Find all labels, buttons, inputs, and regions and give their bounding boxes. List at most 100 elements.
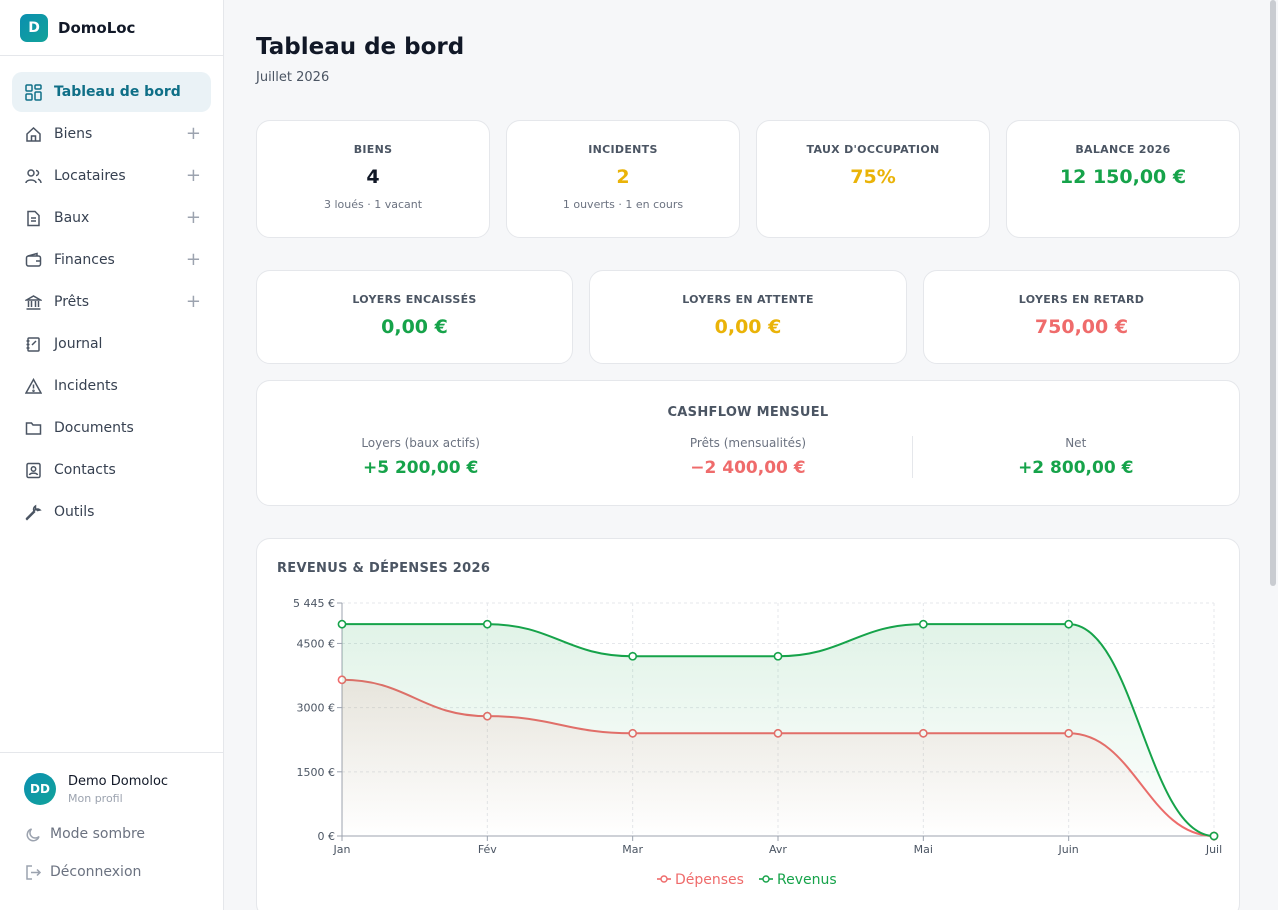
- wrench-icon: [24, 503, 42, 521]
- data-point: [337, 619, 347, 629]
- page-subtitle: Juillet 2026: [256, 70, 330, 85]
- sidebar-item-biens[interactable]: Biens +: [12, 114, 211, 154]
- stat-card-balance[interactable]: BALANCE 2026 12 150,00 €: [1006, 120, 1240, 238]
- sidebar-item-label: Biens: [54, 126, 93, 142]
- sidebar-item-baux[interactable]: Baux +: [12, 198, 211, 238]
- y-tick-label: 3000 €: [297, 702, 336, 715]
- stat-value: 2: [616, 166, 630, 188]
- rent-card-retard[interactable]: LOYERS EN RETARD 750,00 €: [923, 270, 1240, 364]
- rent-label: LOYERS ENCAISSÉS: [352, 293, 477, 306]
- add-locataire-icon[interactable]: +: [185, 165, 201, 186]
- dark-mode-label: Mode sombre: [50, 826, 146, 842]
- page-title: Tableau de bord: [256, 34, 465, 60]
- sidebar-item-label: Outils: [54, 504, 95, 520]
- series-area-revenus: [342, 624, 1214, 836]
- warning-icon: [24, 377, 42, 395]
- y-tick-label: 5 445 €: [293, 597, 335, 610]
- logout-label: Déconnexion: [50, 864, 142, 880]
- stat-sub: 3 loués · 1 vacant: [323, 198, 423, 211]
- sidebar-item-documents[interactable]: Documents: [12, 408, 211, 448]
- scroll-thumb[interactable]: [1270, 0, 1276, 586]
- chart-title: REVENUS & DÉPENSES 2026: [277, 561, 491, 576]
- stat-label: BALANCE 2026: [1075, 143, 1171, 156]
- cashflow-title: CASHFLOW MENSUEL: [667, 405, 829, 420]
- cashflow-loyers: Loyers (baux actifs) +5 200,00 €: [257, 436, 584, 478]
- stat-label: INCIDENTS: [588, 143, 658, 156]
- sidebar-item-outils[interactable]: Outils: [12, 492, 211, 532]
- sidebar-item-dashboard[interactable]: Tableau de bord: [12, 72, 211, 112]
- revenue-expense-chart[interactable]: 0 € 1500 € 3000 € 4500 € 5 445 € Jan Fév Mar Avr…: [257, 539, 1241, 910]
- sidebar-item-label: Baux: [54, 210, 90, 226]
- sidebar-item-prets[interactable]: Prêts +: [12, 282, 211, 322]
- stat-value: 75%: [850, 166, 896, 188]
- data-point: [773, 651, 783, 661]
- main-content: Tableau de bord Juillet 2026 BIENS 4 3 l…: [224, 0, 1266, 910]
- home-icon: [24, 125, 42, 143]
- data-point: [1209, 831, 1219, 841]
- stat-value: 4: [366, 166, 380, 188]
- cashflow-net: Net +2 800,00 €: [911, 436, 1239, 478]
- sidebar-footer: DD Demo Domoloc Mon profil Mode sombre D…: [0, 752, 223, 910]
- add-bail-icon[interactable]: +: [185, 207, 201, 228]
- sidebar-item-finances[interactable]: Finances +: [12, 240, 211, 280]
- chart-card: REVENUS & DÉPENSES 2026 0 € 1500 € 3000 € 4…: [256, 538, 1240, 910]
- y-tick-label: 1500 €: [297, 766, 336, 779]
- cashflow-value: +5 200,00 €: [362, 458, 479, 478]
- cashflow-label: Net: [1065, 436, 1087, 450]
- brand[interactable]: D DomoLoc: [0, 0, 223, 56]
- legend-label: Revenus: [777, 872, 837, 888]
- logout-button[interactable]: Déconnexion: [0, 863, 223, 881]
- x-tick-label: Mar: [622, 843, 643, 856]
- data-point: [628, 651, 638, 661]
- document-icon: [24, 209, 42, 227]
- sidebar-item-label: Prêts: [54, 294, 90, 310]
- cashflow-label: Loyers (baux actifs): [361, 436, 480, 450]
- sidebar-item-label: Locataires: [54, 168, 126, 184]
- x-tick-label: Mai: [914, 843, 933, 856]
- rent-card-attente[interactable]: LOYERS EN ATTENTE 0,00 €: [589, 270, 907, 364]
- sidebar-item-label: Finances: [54, 252, 115, 268]
- stat-label: TAUX D'OCCUPATION: [806, 143, 940, 156]
- stat-sub: 1 ouverts · 1 en cours: [562, 198, 684, 211]
- dark-mode-toggle[interactable]: Mode sombre: [0, 825, 223, 843]
- brand-name: DomoLoc: [58, 18, 136, 37]
- sidebar: D DomoLoc Tableau de bord Biens + Locata…: [0, 0, 224, 910]
- x-tick-label: Avr: [769, 843, 787, 856]
- bank-icon: [24, 293, 42, 311]
- y-tick-label: 4500 €: [297, 637, 336, 650]
- rent-label: LOYERS EN RETARD: [1018, 293, 1145, 306]
- x-tick-label: Jan: [333, 843, 351, 856]
- profile-link[interactable]: Mon profil: [68, 791, 123, 805]
- add-pret-icon[interactable]: +: [185, 291, 201, 312]
- stat-card-biens[interactable]: BIENS 4 3 loués · 1 vacant: [256, 120, 490, 238]
- sidebar-item-label: Journal: [54, 336, 103, 352]
- sidebar-item-label: Documents: [54, 420, 134, 436]
- sidebar-item-locataires[interactable]: Locataires +: [12, 156, 211, 196]
- sidebar-item-label: Contacts: [54, 462, 116, 478]
- sidebar-item-incidents[interactable]: Incidents: [12, 366, 211, 406]
- data-point: [482, 619, 492, 629]
- users-icon: [24, 167, 42, 185]
- logout-icon: [24, 863, 42, 881]
- moon-icon: [24, 825, 42, 843]
- rent-value: 750,00 €: [1034, 316, 1129, 338]
- x-tick-label: Fév: [478, 843, 497, 856]
- add-finance-icon[interactable]: +: [185, 249, 201, 270]
- sidebar-item-contacts[interactable]: Contacts: [12, 450, 211, 490]
- legend-marker: [660, 875, 668, 883]
- add-bien-icon[interactable]: +: [185, 123, 201, 144]
- contact-icon: [24, 461, 42, 479]
- profile[interactable]: DD Demo Domoloc Mon profil: [0, 773, 223, 805]
- stat-card-incidents[interactable]: INCIDENTS 2 1 ouverts · 1 en cours: [506, 120, 740, 238]
- x-tick-label: Juil: [1205, 843, 1222, 856]
- sidebar-item-label: Incidents: [54, 378, 118, 394]
- sidebar-item-journal[interactable]: Journal: [12, 324, 211, 364]
- rent-card-encaisses[interactable]: LOYERS ENCAISSÉS 0,00 €: [256, 270, 573, 364]
- x-tick-label: Juin: [1058, 843, 1079, 856]
- notebook-icon: [24, 335, 42, 353]
- stat-card-occupation[interactable]: TAUX D'OCCUPATION 75%: [756, 120, 990, 238]
- cashflow-value: +2 800,00 €: [1018, 458, 1134, 478]
- scrollbar[interactable]: [1266, 0, 1278, 910]
- wallet-icon: [24, 251, 42, 269]
- folder-icon: [24, 419, 42, 437]
